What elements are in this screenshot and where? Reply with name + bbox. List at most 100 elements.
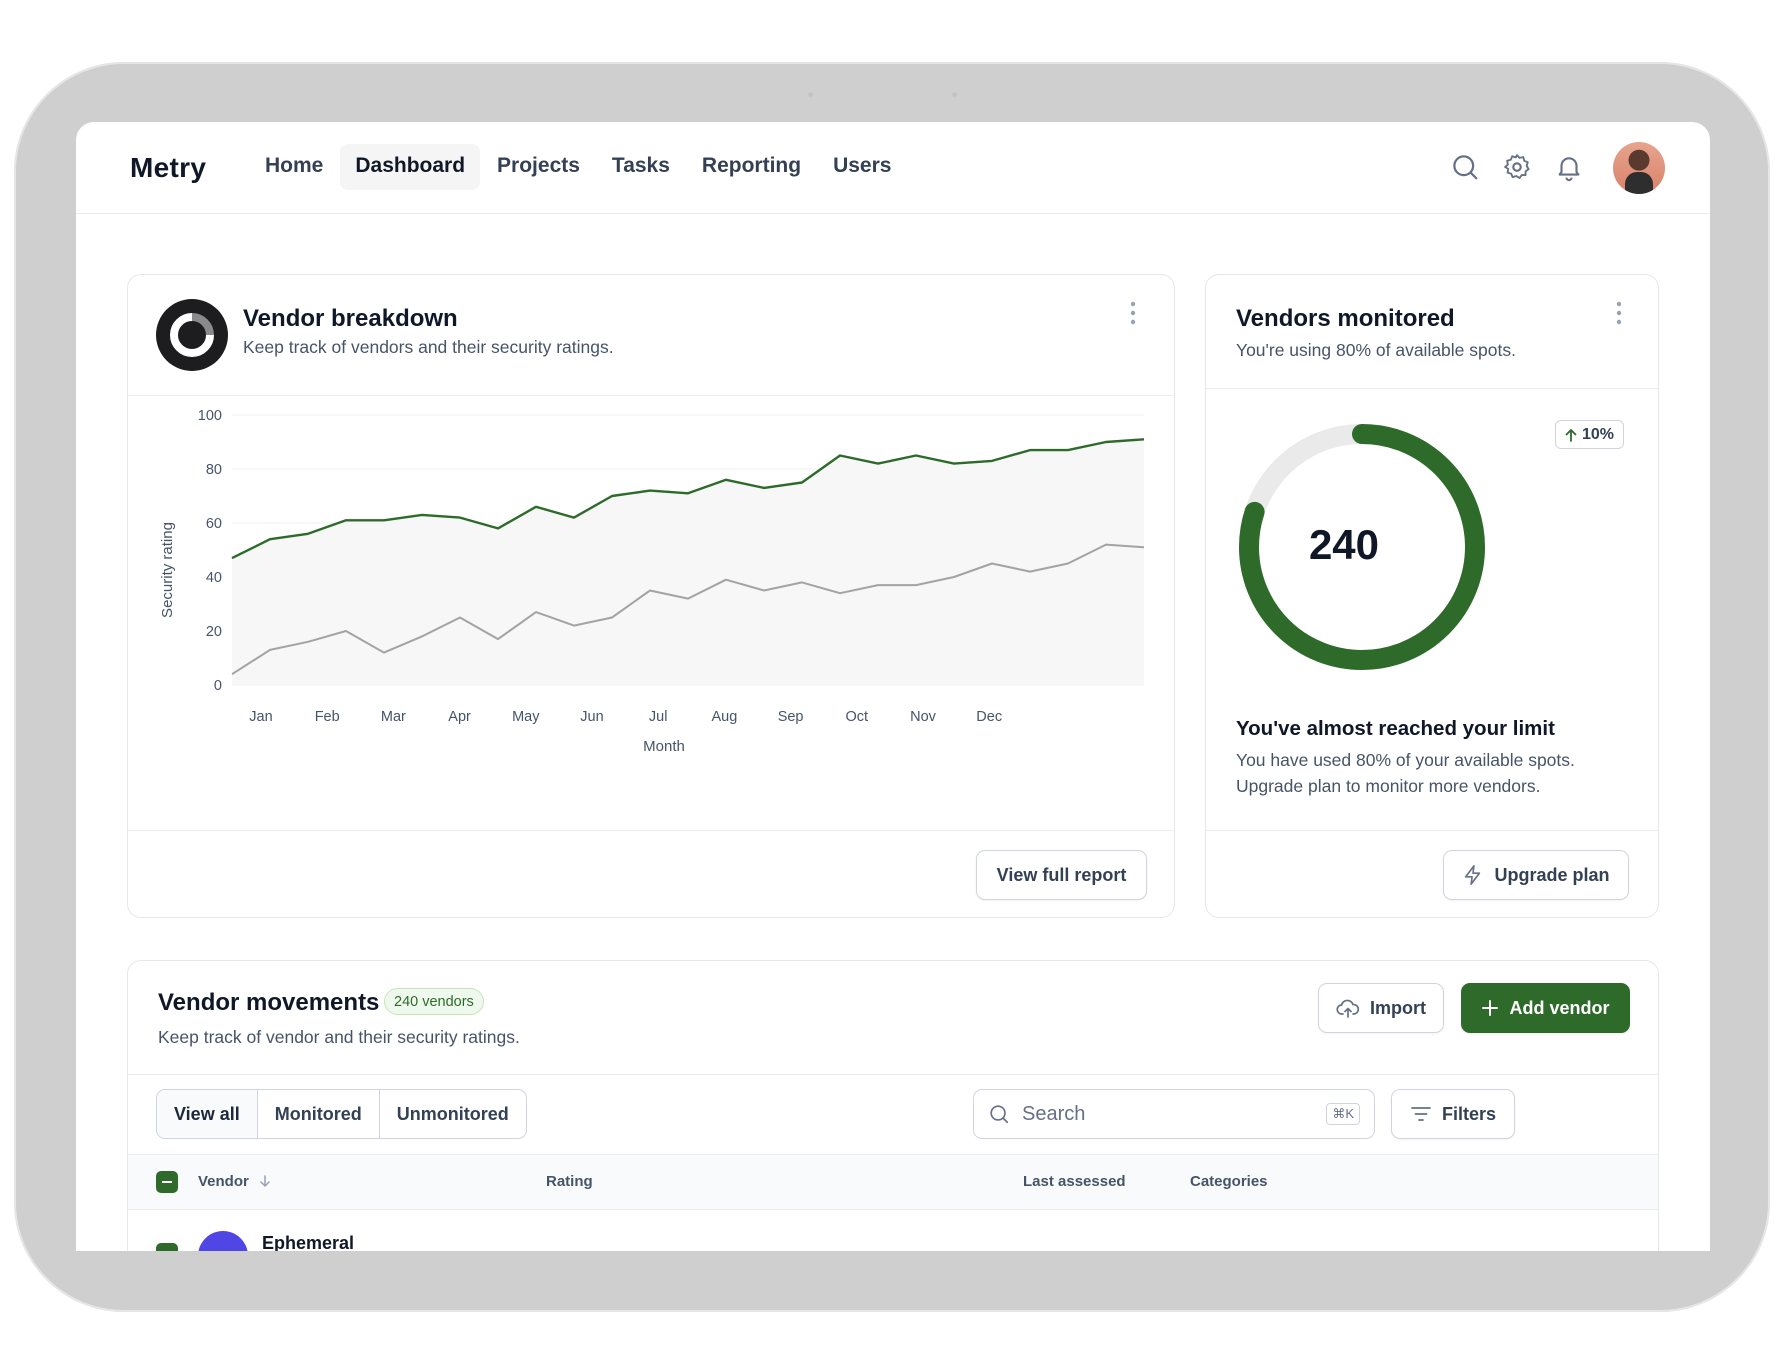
trend-badge: 10%: [1555, 420, 1625, 449]
x-tick-label: Feb: [315, 709, 340, 725]
arrow-up-icon: [1565, 428, 1577, 442]
limit-text-line-1: You have used 80% of your available spot…: [1236, 750, 1575, 770]
card-footer-divider: [1206, 830, 1658, 831]
series-line-secondary: [231, 543, 1145, 676]
vendors-count: 240: [1308, 521, 1380, 568]
table-row[interactable]: Ephemeral: [128, 1211, 1658, 1251]
donut-progress: [1239, 424, 1485, 670]
nav-projects[interactable]: Projects: [497, 154, 580, 177]
view-full-report-button[interactable]: View full report: [976, 850, 1147, 900]
shortcut-hint: ⌘K: [1326, 1103, 1360, 1125]
search-input[interactable]: Search ⌘K: [973, 1089, 1375, 1139]
vendor-avatar: [198, 1231, 248, 1251]
vendor-breakdown-title: Vendor breakdown: [243, 305, 458, 332]
card-footer-divider: [128, 830, 1174, 831]
limit-text-line-2: Upgrade plan to monitor more vendors.: [1236, 776, 1541, 796]
settings-icon[interactable]: [1502, 152, 1532, 182]
vendors-monitored-card: Vendors monitored You're using 80% of av…: [1205, 274, 1659, 918]
column-rating[interactable]: Rating: [546, 1173, 593, 1190]
vendors-monitored-subtitle: You're using 80% of available spots.: [1236, 340, 1516, 360]
filter-lines-icon: [1411, 1107, 1431, 1121]
y-tick-label: 80: [206, 462, 222, 478]
column-categories[interactable]: Categories: [1190, 1173, 1268, 1190]
search-icon[interactable]: [1450, 152, 1480, 182]
nav-tasks[interactable]: Tasks: [611, 154, 670, 177]
lightning-icon: [1465, 865, 1481, 885]
y-tick-label: 100: [198, 408, 222, 424]
add-vendor-button[interactable]: Add vendor: [1461, 983, 1630, 1033]
main-nav: Home Dashboard Projects Tasks Reporting …: [250, 144, 906, 190]
column-vendor-label: Vendor: [198, 1173, 249, 1190]
x-tick-label: Jul: [649, 709, 668, 725]
sensor-dot: [952, 92, 957, 97]
vendor-breakdown-subtitle: Keep track of vendors and their security…: [243, 337, 614, 357]
app-logo[interactable]: Metry: [130, 152, 207, 183]
plus-icon: [1482, 1000, 1499, 1016]
tab-unmonitored[interactable]: Unmonitored: [396, 1103, 509, 1124]
vendor-filter-tabs: View all Monitored Unmonitored: [156, 1089, 527, 1139]
card-divider: [1206, 388, 1658, 389]
y-axis-title: Security rating: [159, 522, 176, 618]
series-line-primary: [231, 438, 1145, 560]
card-divider: [128, 1074, 1658, 1075]
more-options-icon[interactable]: [1614, 301, 1624, 325]
nav-users[interactable]: Users: [833, 154, 892, 177]
column-vendor[interactable]: Vendor: [198, 1173, 271, 1190]
top-header: Metry Home Dashboard Projects Tasks Repo…: [76, 122, 1710, 214]
bell-icon[interactable]: [1554, 152, 1584, 182]
limit-title: You've almost reached your limit: [1236, 717, 1555, 740]
y-tick-label: 60: [206, 516, 222, 532]
cloud-upload-icon: [1336, 999, 1360, 1018]
vendor-movements-title: Vendor movements: [158, 989, 380, 1016]
filters-button[interactable]: Filters: [1391, 1089, 1515, 1139]
upgrade-plan-label: Upgrade plan: [1494, 864, 1610, 885]
vendors-monitored-title: Vendors monitored: [1236, 305, 1455, 332]
trend-value: 10%: [1582, 425, 1615, 443]
security-rating-chart: 0 20 40 60 80 100 Jan Feb Mar Apr May Jun Jul Aug Sep…: [159, 408, 1145, 755]
camera-dot: [808, 92, 813, 97]
vendor-count-badge: 240 vendors: [384, 988, 484, 1015]
x-tick-label: Sep: [778, 709, 804, 725]
x-tick-label: Jan: [249, 709, 272, 725]
tab-view-all[interactable]: View all: [157, 1090, 258, 1138]
column-last-assessed[interactable]: Last assessed: [1023, 1173, 1126, 1190]
add-vendor-label: Add vendor: [1509, 997, 1610, 1018]
import-label: Import: [1370, 997, 1426, 1018]
filters-label: Filters: [1441, 1103, 1497, 1124]
select-all-checkbox[interactable]: [156, 1171, 178, 1193]
x-tick-label: Nov: [910, 709, 937, 725]
nav-home[interactable]: Home: [265, 154, 324, 177]
vendor-breakdown-card: Vendor breakdown Keep track of vendors a…: [127, 274, 1175, 918]
tab-monitored[interactable]: Monitored: [258, 1090, 380, 1138]
x-tick-label: Oct: [846, 709, 869, 725]
y-tick-label: 40: [206, 570, 222, 586]
x-tick-label: Apr: [448, 709, 471, 725]
card-divider: [128, 395, 1174, 396]
row-checkbox[interactable]: [156, 1243, 178, 1251]
vendor-movements-subtitle: Keep track of vendor and their security …: [158, 1027, 520, 1047]
x-tick-label: Mar: [381, 709, 406, 725]
x-tick-label: Jun: [580, 709, 603, 725]
table-header: Vendor Rating Last assessed Categories: [128, 1154, 1658, 1210]
x-tick-label: May: [512, 709, 540, 725]
more-options-icon[interactable]: [1128, 301, 1138, 325]
y-tick-label: 0: [214, 678, 222, 694]
y-tick-label: 20: [206, 624, 222, 640]
search-icon: [990, 1105, 1009, 1124]
x-axis-title: Month: [643, 738, 685, 755]
sort-down-icon: [260, 1175, 270, 1187]
upgrade-plan-button[interactable]: Upgrade plan: [1443, 850, 1629, 900]
x-tick-label: Aug: [711, 709, 737, 725]
vendor-logo-icon: [156, 299, 228, 371]
nav-dashboard[interactable]: Dashboard: [340, 144, 481, 190]
vendor-movements-card: Vendor movements 240 vendors Keep track …: [127, 960, 1659, 1251]
nav-reporting[interactable]: Reporting: [701, 154, 802, 177]
usage-donut-chart: [1239, 424, 1485, 670]
vendor-name: Ephemeral: [262, 1233, 355, 1251]
search-placeholder: Search: [1022, 1102, 1086, 1125]
x-tick-label: Dec: [976, 709, 1002, 725]
series-area: [232, 439, 1144, 685]
app-screen: Metry Home Dashboard Projects Tasks Repo…: [76, 122, 1710, 1251]
import-button[interactable]: Import: [1318, 983, 1444, 1033]
user-avatar[interactable]: [1613, 142, 1665, 194]
